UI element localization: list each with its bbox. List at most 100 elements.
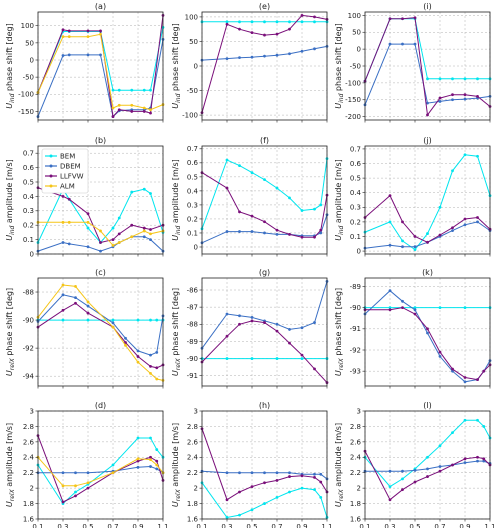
data-point — [476, 77, 479, 81]
y-tick-label: 2.8 — [187, 423, 198, 431]
x-tick-label: 0.9 — [132, 523, 143, 528]
panel-title: (b) — [95, 136, 106, 145]
data-point — [61, 500, 65, 504]
y-tick-label: 1.8 — [350, 500, 361, 508]
y-tick-label: 0.4 — [23, 193, 35, 201]
data-point — [413, 306, 417, 310]
data-point — [275, 357, 279, 360]
data-point — [74, 285, 77, 288]
panel-title: (i) — [423, 2, 431, 11]
data-point — [401, 488, 404, 492]
data-point — [388, 485, 392, 488]
data-point — [149, 228, 152, 231]
data-point — [149, 232, 152, 236]
data-point — [67, 29, 71, 33]
data-point — [300, 14, 304, 17]
y-tick-label: 3 — [194, 407, 198, 415]
y-axis-label: UrelX amplitude [m/s] — [5, 423, 16, 507]
data-point — [388, 17, 392, 21]
y-tick-label: 0 — [30, 250, 34, 258]
y-tick-label: -200 — [345, 113, 361, 121]
series-line-dbem — [364, 290, 491, 383]
y-tick-label: 0.1 — [23, 236, 34, 244]
series-line-dbem — [37, 294, 164, 356]
data-point — [463, 97, 467, 101]
data-point — [61, 471, 65, 475]
data-point — [319, 228, 323, 232]
y-tick-label: 0.2 — [350, 218, 361, 226]
data-point — [86, 226, 90, 230]
data-point — [117, 241, 121, 244]
data-point — [463, 376, 467, 379]
y-tick-label: 100 — [185, 13, 198, 21]
y-axis-label: Uind phase shift [deg] — [334, 23, 345, 109]
data-point — [67, 35, 71, 39]
data-point — [476, 418, 479, 422]
data-point — [426, 455, 429, 459]
x-tick-label: 0.3 — [384, 523, 395, 528]
data-point — [149, 455, 152, 459]
data-point — [250, 316, 254, 319]
data-point — [142, 88, 146, 92]
data-point — [74, 301, 77, 305]
data-point — [275, 471, 279, 475]
data-point — [300, 209, 304, 212]
data-point — [130, 103, 134, 107]
y-tick-label: 0 — [30, 56, 34, 64]
data-point — [319, 480, 323, 484]
series-line-llfvw — [37, 187, 164, 244]
panel-g: (g) -91 -90 -89 -88 -87 -86 UrelX phase shift [… — [171, 268, 329, 389]
data-point — [238, 471, 241, 475]
y-tick-label: 100 — [348, 12, 361, 20]
data-point — [111, 318, 115, 322]
data-point — [319, 496, 323, 499]
data-point — [99, 53, 102, 57]
x-tick-label: 0.7 — [107, 523, 118, 528]
data-point — [263, 502, 266, 505]
data-point — [451, 98, 454, 102]
legend-label-alm: ALM — [60, 183, 75, 191]
data-point — [99, 29, 102, 33]
data-point — [482, 425, 486, 428]
y-tick-label: 2 — [30, 485, 34, 493]
data-point — [124, 341, 127, 344]
data-point — [263, 220, 266, 224]
data-point — [149, 353, 152, 357]
data-point — [238, 164, 241, 168]
data-point — [401, 17, 404, 21]
data-point — [401, 306, 404, 310]
data-point — [117, 216, 121, 220]
data-point — [136, 436, 140, 440]
y-tick-label: 50 — [25, 39, 34, 47]
data-point — [250, 319, 254, 323]
y-tick-label: 0.3 — [23, 207, 34, 215]
data-point — [275, 479, 279, 482]
data-point — [288, 471, 291, 475]
data-point — [319, 472, 323, 476]
data-point — [86, 53, 90, 57]
data-point — [263, 178, 266, 182]
data-point — [86, 245, 90, 249]
series-line-dbem — [364, 43, 491, 105]
data-point — [155, 377, 159, 381]
x-tick-label: 1.1 — [157, 523, 168, 528]
y-axis-label: UrelX phase shift [deg] — [334, 288, 345, 376]
data-point — [275, 228, 279, 232]
data-point — [130, 235, 134, 239]
series-line-llfvw — [364, 194, 491, 243]
y-tick-label: 0.5 — [187, 173, 198, 181]
y-tick-label: 0.6 — [187, 159, 199, 167]
data-point — [142, 229, 146, 233]
data-point — [451, 431, 454, 434]
data-point — [426, 77, 429, 81]
data-point — [426, 331, 429, 335]
data-point — [149, 108, 152, 112]
series-line-dbem — [201, 45, 328, 61]
data-point — [250, 55, 254, 59]
data-point — [155, 463, 159, 467]
data-point — [250, 171, 254, 175]
data-point — [313, 47, 316, 51]
y-tick-label: 0.6 — [350, 160, 362, 168]
data-point — [149, 88, 152, 92]
